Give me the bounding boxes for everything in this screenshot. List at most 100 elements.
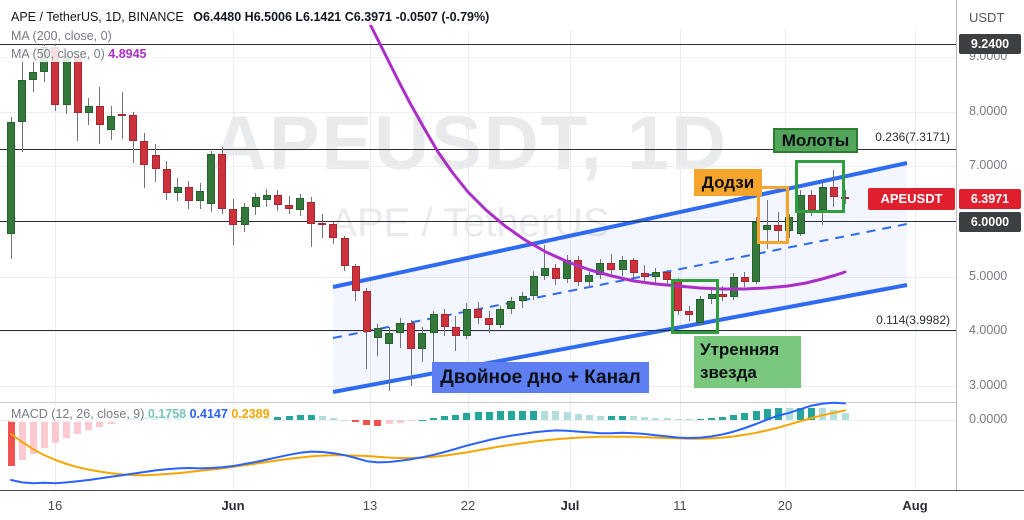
symbol-price-tag[interactable]: APEUSDT: [868, 188, 955, 210]
macd-histogram-bar: [329, 418, 337, 420]
candle[interactable]: [84, 106, 93, 113]
candle[interactable]: [329, 223, 338, 238]
candle[interactable]: [18, 79, 27, 123]
candle[interactable]: [118, 114, 127, 117]
doji-annotation[interactable]: Додзи: [694, 169, 762, 196]
double-bottom-annotation[interactable]: Двойное дно + Канал: [432, 362, 649, 393]
candle[interactable]: [640, 272, 649, 278]
candle[interactable]: [529, 276, 538, 296]
candle[interactable]: [540, 268, 549, 277]
candle[interactable]: [451, 327, 460, 337]
candle[interactable]: [407, 322, 416, 350]
candle[interactable]: [574, 259, 583, 282]
candle[interactable]: [218, 154, 227, 209]
candle[interactable]: [140, 141, 149, 165]
candle[interactable]: [440, 314, 449, 328]
grid-vline: [570, 30, 571, 489]
candle[interactable]: [429, 314, 438, 333]
ma200-label[interactable]: MA (200, close, 0): [8, 28, 115, 44]
candle[interactable]: [396, 322, 405, 333]
price-level-line[interactable]: [0, 44, 956, 45]
macd-histogram-bar: [51, 420, 59, 444]
candle[interactable]: [262, 194, 271, 200]
candle[interactable]: [173, 186, 182, 194]
candle[interactable]: [740, 277, 749, 282]
candle[interactable]: [307, 201, 316, 224]
candle[interactable]: [296, 197, 305, 210]
candle[interactable]: [651, 271, 660, 278]
candle[interactable]: [184, 186, 193, 202]
candle[interactable]: [752, 221, 761, 282]
candle[interactable]: [596, 263, 605, 275]
candle[interactable]: [385, 332, 394, 344]
candle[interactable]: [507, 301, 516, 309]
candle[interactable]: [685, 310, 694, 316]
price-level-line[interactable]: [0, 221, 956, 222]
candle[interactable]: [29, 72, 38, 80]
symbol-title[interactable]: APE / TetherUS, 1D, BINANCE: [8, 9, 187, 25]
doji-highlight-box[interactable]: [757, 186, 789, 244]
candle[interactable]: [496, 308, 505, 326]
candle[interactable]: [607, 263, 616, 270]
candle[interactable]: [818, 186, 827, 210]
candle[interactable]: [162, 168, 171, 194]
macd-histogram-bar: [441, 416, 449, 420]
candle[interactable]: [340, 237, 349, 267]
candle[interactable]: [462, 308, 471, 337]
candle[interactable]: [95, 106, 104, 125]
candle[interactable]: [7, 122, 15, 235]
candle[interactable]: [373, 328, 382, 339]
candle[interactable]: [829, 186, 838, 197]
morning-star-highlight-box[interactable]: [671, 279, 719, 334]
candle[interactable]: [151, 155, 160, 169]
candle[interactable]: [229, 208, 238, 225]
candle[interactable]: [807, 195, 816, 210]
candle[interactable]: [718, 293, 727, 297]
candle[interactable]: [618, 259, 627, 270]
candle[interactable]: [240, 207, 249, 225]
candle[interactable]: [351, 266, 360, 292]
hammers-annotation[interactable]: Молоты: [773, 128, 858, 153]
ma50-label[interactable]: MA (50, close, 0): [11, 47, 105, 61]
ma50-legend-row[interactable]: MA (50, close, 0) 4.8945: [8, 46, 150, 62]
candle[interactable]: [707, 293, 716, 299]
candle[interactable]: [663, 271, 672, 281]
candle[interactable]: [518, 295, 527, 302]
candle[interactable]: [774, 224, 783, 232]
candle[interactable]: [696, 298, 705, 323]
candle[interactable]: [585, 275, 594, 282]
candle[interactable]: [629, 259, 638, 273]
candle[interactable]: [207, 154, 216, 205]
candle[interactable]: [362, 291, 371, 332]
candle[interactable]: [251, 196, 260, 208]
time-tick-label: 11: [673, 498, 687, 513]
time-axis[interactable]: 16 Jun 13 22 Jul 11 20 Aug: [0, 490, 1024, 520]
candle[interactable]: [474, 308, 483, 318]
candle[interactable]: [418, 332, 427, 350]
price-level-line[interactable]: [0, 330, 956, 331]
candle[interactable]: [485, 317, 494, 326]
main-legend-row[interactable]: APE / TetherUS, 1D, BINANCE O6.4480 H6.5…: [8, 9, 493, 25]
candle[interactable]: [841, 196, 849, 199]
candle[interactable]: [729, 277, 738, 297]
candle[interactable]: [763, 224, 772, 231]
candle[interactable]: [551, 268, 560, 280]
price-axis[interactable]: USDT 9.0000 8.0000 7.0000 5.0000 4.0000 3.000…: [956, 0, 1024, 520]
candle[interactable]: [107, 115, 116, 131]
candle[interactable]: [285, 205, 293, 209]
macd-legend-row[interactable]: MACD (12, 26, close, 9) 0.1758 0.4147 0.…: [8, 406, 273, 422]
candle[interactable]: [318, 222, 327, 225]
candle[interactable]: [196, 190, 205, 202]
candle[interactable]: [129, 115, 138, 142]
ma200-legend-row[interactable]: MA (200, close, 0): [8, 28, 115, 44]
morning-star-annotation[interactable]: Утренняя звезда: [694, 336, 801, 388]
grid-hline: [0, 112, 956, 113]
candle[interactable]: [273, 194, 282, 206]
candle[interactable]: [785, 217, 794, 232]
hammers-highlight-box[interactable]: [795, 160, 845, 213]
price-level-line[interactable]: [0, 149, 956, 150]
candle[interactable]: [796, 195, 805, 234]
macd-label[interactable]: MACD (12, 26, close, 9): [11, 407, 145, 421]
